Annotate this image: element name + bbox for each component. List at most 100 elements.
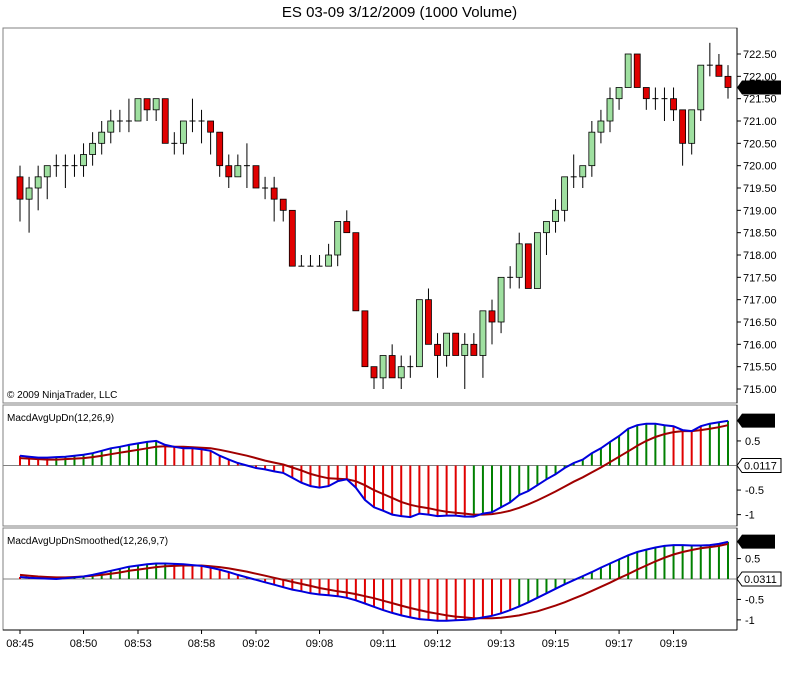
- candle: [415, 299, 423, 368]
- candle: [298, 255, 305, 267]
- candle-body: [588, 131, 596, 167]
- macd-smoothed-last-macd-label: 0.913: [745, 537, 773, 549]
- candle-body: [415, 299, 423, 368]
- last-price-label: 721.75: [745, 83, 779, 95]
- macd-smoothed-tick-label: 0.5: [745, 554, 760, 566]
- candle-body: [497, 276, 505, 323]
- candle-body: [361, 310, 369, 368]
- candle: [252, 165, 260, 189]
- candle-body: [715, 64, 723, 77]
- x-tick-label: 08:58: [188, 638, 216, 650]
- candle: [633, 53, 641, 88]
- candle: [216, 131, 224, 177]
- candle-body: [606, 98, 614, 122]
- candle-body: [34, 176, 42, 189]
- candle: [207, 120, 215, 155]
- candle: [152, 98, 160, 121]
- candle-body: [98, 131, 106, 144]
- candle: [198, 109, 205, 144]
- candle: [425, 288, 432, 345]
- candle: [688, 109, 696, 155]
- candle-body: [515, 243, 523, 278]
- candle: [25, 176, 33, 233]
- candle-body: [425, 299, 432, 345]
- candle-body: [43, 165, 51, 178]
- macd-smoothed-last-hist-label: 0.0311: [744, 574, 777, 586]
- candle-body: [579, 165, 587, 178]
- x-tick-label: 08:45: [6, 638, 34, 650]
- candle: [179, 120, 187, 155]
- candle: [488, 299, 496, 345]
- candle-body: [270, 187, 278, 200]
- candle: [679, 109, 687, 166]
- candle: [62, 154, 69, 188]
- candle: [243, 143, 250, 188]
- candle-body: [597, 120, 605, 133]
- candle: [189, 98, 196, 133]
- candle-body: [688, 109, 696, 144]
- candle: [343, 210, 351, 234]
- chart-title: ES 03-09 3/12/2009 (1000 Volume): [281, 4, 518, 21]
- candle-body: [80, 154, 87, 167]
- candle-body: [488, 310, 496, 323]
- candle: [515, 232, 523, 289]
- candle-body: [325, 254, 333, 267]
- candle: [461, 333, 469, 389]
- candle-body: [334, 221, 342, 256]
- candle: [161, 98, 169, 144]
- candle: [89, 132, 97, 166]
- candle-body: [624, 53, 632, 88]
- macd-smoothed-last-hist-marker: [736, 571, 782, 587]
- macd-avg-line: [19, 424, 729, 516]
- candle: [407, 355, 414, 378]
- price-tick-label: 715.00: [743, 384, 777, 396]
- macd-last-hist-label: 0.0117: [744, 461, 777, 473]
- x-tick-label: 09:19: [660, 638, 688, 650]
- candle-body: [225, 165, 233, 178]
- candle-body: [633, 53, 641, 88]
- candle: [270, 176, 278, 222]
- candle: [597, 109, 605, 144]
- price-tick-label: 717.00: [743, 295, 777, 307]
- candle-body: [161, 98, 169, 144]
- price-tick-label: 721.50: [743, 94, 777, 106]
- candle-body: [107, 120, 115, 133]
- candle: [334, 221, 342, 267]
- candle: [225, 154, 233, 188]
- candle: [43, 165, 51, 200]
- candle: [561, 176, 569, 222]
- x-tick-label: 09:02: [242, 638, 270, 650]
- candle-body: [352, 232, 360, 312]
- candle: [325, 243, 333, 267]
- candle: [388, 344, 396, 379]
- candle-body: [470, 343, 478, 356]
- candle-body: [543, 221, 550, 234]
- candle: [470, 333, 478, 356]
- candle: [543, 221, 550, 255]
- candle: [234, 154, 242, 178]
- macd-last-macd-marker: [737, 413, 775, 428]
- price-tick-label: 720.50: [743, 138, 777, 150]
- candle-body: [642, 87, 650, 100]
- candle: [361, 310, 369, 368]
- candle-body: [279, 198, 287, 211]
- candle-body: [379, 355, 387, 379]
- candle: [579, 165, 587, 188]
- candle: [434, 333, 441, 378]
- candle: [379, 355, 387, 389]
- x-tick-label: 09:17: [605, 638, 633, 650]
- macd-macd-line: [19, 419, 729, 519]
- candle: [34, 165, 42, 211]
- x-tick-label: 09:15: [542, 638, 570, 650]
- price-tick-label: 715.50: [743, 362, 777, 374]
- candle-body: [252, 165, 260, 189]
- macd-title: MacdAvgUpDn(12,26,9): [7, 413, 114, 424]
- price-tick-label: 720.00: [743, 161, 777, 173]
- candle-body: [397, 366, 405, 379]
- price-tick-label: 718.00: [743, 250, 777, 262]
- candle-body: [216, 131, 224, 167]
- candle-body: [207, 120, 215, 133]
- x-tick-label: 08:53: [124, 638, 152, 650]
